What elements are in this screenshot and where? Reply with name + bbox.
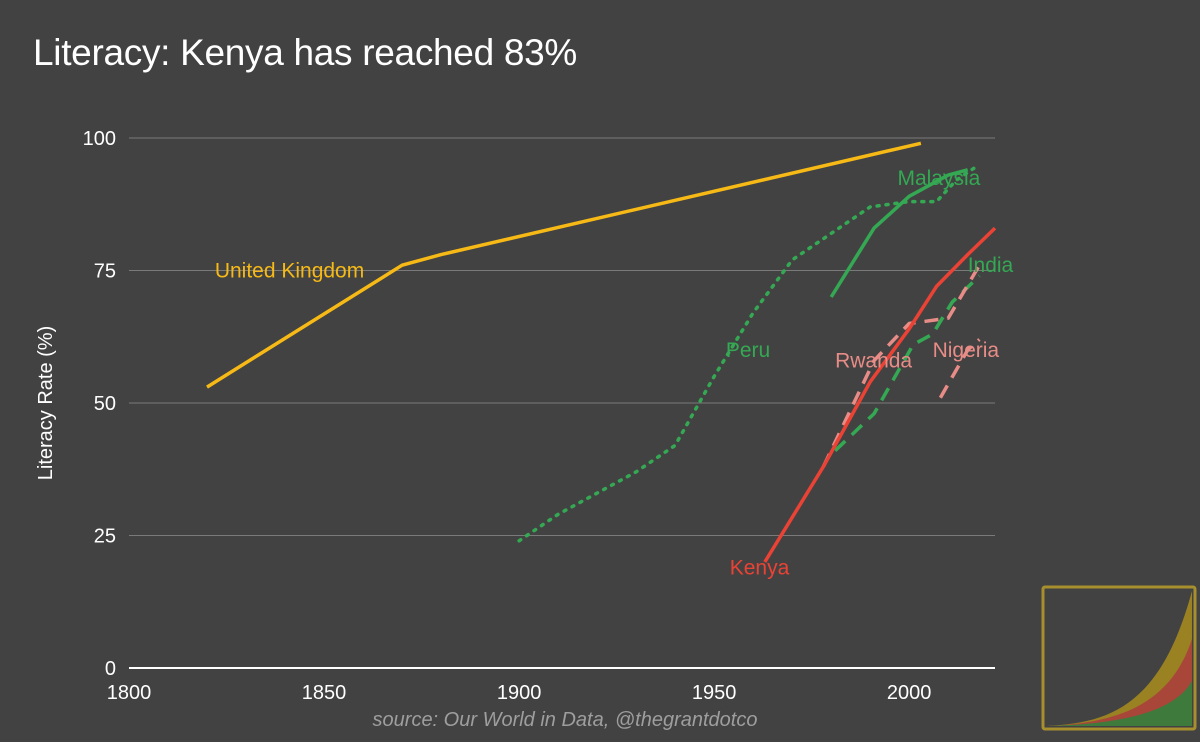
x-tick-label: 1900 [497,682,542,704]
y-tick-label: 100 [83,128,116,150]
x-tick-label: 2000 [887,682,932,704]
y-tick-label: 50 [94,393,116,415]
axes: 0 25 50 75 100 1800 1850 1900 1950 2000 [83,128,995,704]
logo-icon [1041,585,1197,731]
series-label-united-kingdom: United Kingdom [215,260,364,283]
y-tick-label: 25 [94,526,116,548]
y-axis-label: Literacy Rate (%) [35,326,57,481]
y-tick-label: 0 [105,658,116,680]
series-line-kenya [763,226,997,563]
x-tick-label: 1800 [107,682,152,704]
series-line-rwanda [821,264,981,468]
series-label-india: India [968,254,1014,277]
source-note: source: Our World in Data, @thegrantdotc… [372,709,758,731]
series-label-malaysia: Malaysia [897,167,980,190]
y-tick-label: 75 [94,261,116,283]
series-label-peru: Peru [726,339,770,362]
gridlines [129,137,995,536]
series-line-peru [517,162,982,543]
series-labels: United Kingdom Peru Malaysia India Rwanda Nig… [215,167,1014,580]
x-tick-label: 1850 [302,682,347,704]
series-label-nigeria: Nigeria [933,339,1000,362]
series-lines [206,141,997,563]
series-label-rwanda: Rwanda [835,350,912,373]
series-line-nigeria [938,338,981,399]
x-tick-label: 1950 [692,682,737,704]
series-line-united-kingdom [206,141,922,389]
series-line-india [833,274,981,452]
series-label-kenya: Kenya [730,556,790,579]
chart-title: Literacy: Kenya has reached 83% [33,32,577,73]
series-line-malaysia [829,168,969,298]
